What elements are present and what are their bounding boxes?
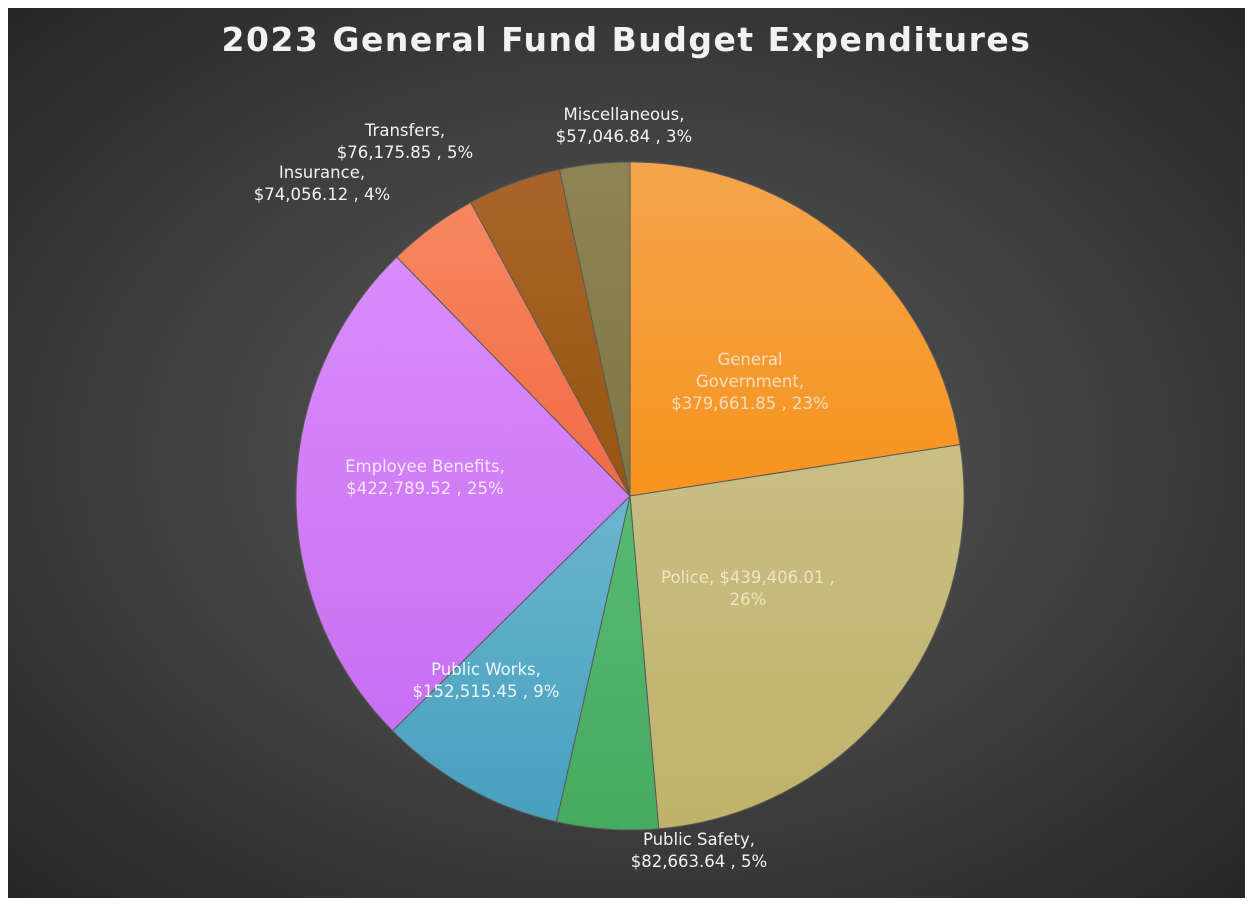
data-label-general-government: General Government, $379,661.85 , 23% bbox=[671, 350, 828, 413]
data-label-public-safety: Public Safety, $82,663.64 , 5% bbox=[631, 830, 767, 871]
data-label-transfers: Transfers, $76,175.85 , 5% bbox=[337, 121, 473, 162]
pie-slice-employee-benefits bbox=[295, 256, 631, 732]
chart-area: 2023 General Fund Budget Expenditures Ge… bbox=[8, 8, 1245, 898]
pie-chart: General Government, $379,661.85 , 23% Polic… bbox=[254, 105, 965, 871]
chart-title: 2023 General Fund Budget Expenditures bbox=[221, 20, 1032, 59]
pie-slice-miscellaneous bbox=[558, 161, 631, 497]
data-label-employee-benefits: Employee Benefits, $422,789.52 , 25% bbox=[345, 457, 505, 498]
data-label-public-works: Public Works, $152,515.45 , 9% bbox=[413, 660, 560, 701]
data-label-insurance: Insurance, $74,056.12 , 4% bbox=[254, 163, 390, 204]
pie-slice-police bbox=[629, 444, 965, 830]
data-label-miscellaneous: Miscellaneous, $57,046.84 , 3% bbox=[556, 105, 692, 146]
pie-slice-general-government bbox=[629, 161, 961, 497]
pie-slice-public-works bbox=[391, 494, 631, 823]
data-label-police: Police, $439,406.01 , 26% bbox=[661, 568, 835, 609]
